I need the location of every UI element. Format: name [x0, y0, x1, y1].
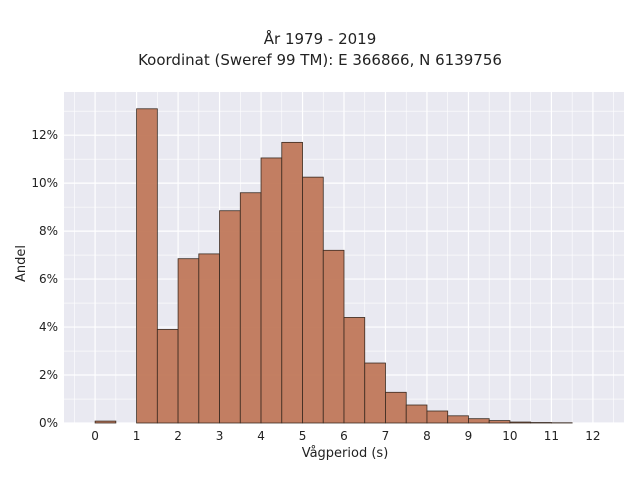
y-tick-label: 0% — [39, 416, 58, 430]
x-axis-label: Vågperiod (s) — [301, 446, 389, 461]
histogram-bar — [447, 415, 469, 424]
y-tick-label: 2% — [39, 368, 58, 382]
x-tick-label: 6 — [340, 429, 348, 443]
histogram-bar — [468, 418, 490, 424]
histogram-bar — [94, 420, 117, 424]
histogram-bar — [405, 404, 428, 424]
x-tick-label: 7 — [382, 429, 390, 443]
x-tick-label: 4 — [257, 429, 265, 443]
bars — [94, 108, 573, 424]
y-tick-label: 12% — [31, 128, 58, 142]
histogram-bar — [281, 141, 303, 424]
x-tick-label: 2 — [174, 429, 182, 443]
x-tick-label: 10 — [502, 429, 517, 443]
x-tick-label: 5 — [299, 429, 307, 443]
y-tick-label: 6% — [39, 272, 58, 286]
histogram-bar — [426, 410, 449, 424]
y-axis-ticks: 0% 2% 4% 6% 8% 10% 12% — [31, 128, 58, 430]
y-tick-label: 4% — [39, 320, 58, 334]
y-tick-label: 8% — [39, 224, 58, 238]
x-tick-label: 8 — [423, 429, 431, 443]
histogram-bar — [260, 157, 283, 424]
histogram-bar — [198, 253, 220, 424]
histogram-bar — [488, 420, 511, 424]
histogram-bar — [239, 192, 262, 424]
x-tick-label: 1 — [133, 429, 141, 443]
histogram-bar — [364, 362, 386, 424]
histogram-bar — [302, 176, 324, 424]
chart-title: År 1979 - 2019 — [263, 30, 377, 48]
histogram-bar — [136, 108, 158, 424]
x-tick-label: 9 — [465, 429, 473, 443]
x-axis-ticks: 0 1 2 3 4 5 6 7 8 9 10 11 12 — [91, 429, 600, 443]
chart-subtitle: Koordinat (Sweref 99 TM): E 366866, N 61… — [138, 51, 502, 69]
histogram-bar — [156, 329, 179, 424]
x-tick-label: 0 — [91, 429, 99, 443]
histogram-bar — [509, 421, 532, 424]
x-tick-label: 3 — [216, 429, 224, 443]
x-tick-label: 12 — [585, 429, 600, 443]
histogram-bar — [385, 391, 407, 424]
y-axis-label: Andel — [14, 245, 29, 282]
histogram-bar — [177, 258, 200, 424]
histogram-bar — [322, 249, 345, 424]
histogram-bar — [343, 317, 366, 424]
histogram-bar — [219, 210, 241, 424]
x-tick-label: 11 — [544, 429, 559, 443]
y-tick-label: 10% — [31, 176, 58, 190]
